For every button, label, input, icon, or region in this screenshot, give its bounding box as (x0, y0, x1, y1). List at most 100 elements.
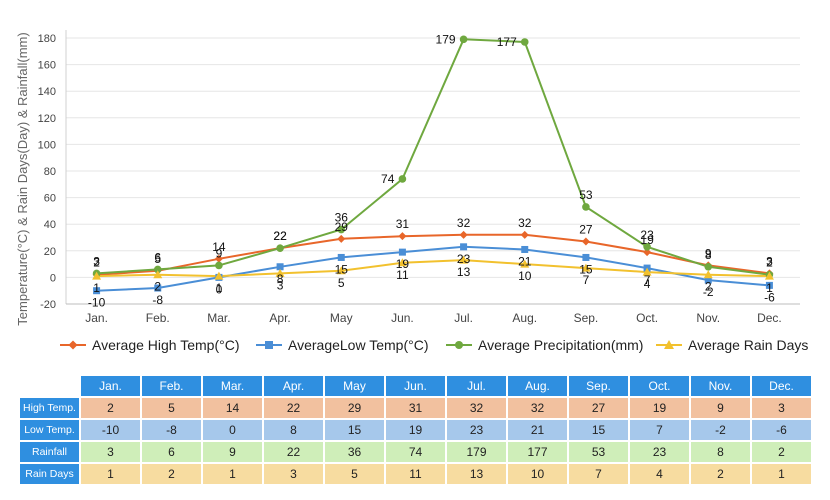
y-tick-label: 20 (44, 246, 56, 258)
chart-legend: Average High Temp(°C) AverageLow Temp(°C)… (0, 334, 830, 356)
data-point (582, 253, 590, 261)
data-label: 7 (583, 273, 590, 287)
table-header-cell: Apr. (264, 376, 323, 396)
table-cell: 8 (264, 420, 323, 440)
x-tick-label: Apr. (269, 311, 290, 325)
data-label: 29 (335, 220, 349, 234)
data-point (520, 38, 529, 46)
table-cell: 14 (203, 398, 262, 418)
x-tick-label: Jun. (391, 311, 414, 325)
data-point (93, 287, 101, 295)
table-cell: 1 (203, 464, 262, 484)
table-cell: 2 (691, 464, 750, 484)
table-row: Low Temp. -10 -8 0 8 15 19 23 21 15 7 -2 -6 (20, 420, 811, 440)
x-tick-label: Mar. (207, 311, 230, 325)
table-cell: 15 (569, 420, 628, 440)
data-label: 13 (457, 265, 471, 279)
data-label: 9 (216, 246, 223, 260)
data-point (582, 203, 590, 211)
legend-label: Average High Temp(°C) (92, 337, 240, 353)
table-cell: 10 (508, 464, 567, 484)
table-cell: 19 (386, 420, 445, 440)
y-tick-label: -20 (40, 299, 56, 311)
data-point (276, 244, 284, 252)
data-label: 21 (518, 254, 532, 268)
legend-label: Average Precipitation(mm) (478, 337, 644, 353)
data-label: 19 (396, 257, 410, 271)
table-cell: 23 (630, 442, 689, 462)
table-header-cell: May (325, 376, 384, 396)
data-label: -2 (703, 285, 714, 299)
table-cell: 15 (325, 420, 384, 440)
table-row-label: Rainfall (20, 442, 79, 462)
data-label: 9 (705, 246, 712, 260)
data-label: 11 (396, 268, 409, 282)
data-point (154, 284, 162, 292)
data-label: -10 (88, 296, 106, 310)
data-point (520, 259, 530, 268)
data-point (459, 230, 468, 239)
x-tick-label: Jul. (454, 311, 473, 325)
table-cell: 74 (386, 442, 445, 462)
data-point (153, 265, 162, 274)
table-cell: -6 (752, 420, 811, 440)
data-label: 53 (579, 188, 593, 202)
data-label: 31 (396, 217, 410, 231)
table-cell: -10 (81, 420, 140, 440)
table-cell: 2 (752, 442, 811, 462)
table-row: Rainfall 3 6 9 22 36 74 179 177 53 23 8 2 (20, 442, 811, 462)
data-label: 5 (338, 276, 345, 290)
y-tick-label: 120 (38, 113, 56, 125)
table-corner-cell (20, 376, 79, 396)
data-label: 15 (579, 262, 593, 276)
data-point (275, 268, 285, 277)
data-label: 19 (640, 233, 654, 247)
legend-item[interactable]: AverageLow Temp(°C) (256, 334, 428, 356)
data-label: 10 (518, 269, 532, 283)
x-tick-label: Dec. (757, 311, 782, 325)
data-point (643, 243, 651, 251)
table-header-cell: Jun. (386, 376, 445, 396)
table-cell: 2 (81, 398, 140, 418)
data-label: 2 (766, 256, 773, 270)
table-header-cell: Mar. (203, 376, 262, 396)
table-header-cell: Aug. (508, 376, 567, 396)
data-label: 3 (766, 254, 773, 268)
legend-marker-icon (256, 338, 282, 352)
table-cell: 9 (691, 398, 750, 418)
table-cell: 22 (264, 398, 323, 418)
table-cell: -2 (691, 420, 750, 440)
data-point (337, 234, 346, 243)
table-header-cell: Sep. (569, 376, 628, 396)
table-cell: 27 (569, 398, 628, 418)
data-point (214, 271, 224, 280)
data-point (704, 276, 712, 284)
table-header-cell: Nov. (691, 376, 750, 396)
legend-item[interactable]: Average Precipitation(mm) (446, 334, 643, 356)
data-point (215, 261, 223, 270)
data-point (703, 270, 713, 279)
data-label: 3 (277, 278, 284, 292)
data-point (460, 243, 468, 251)
data-point (459, 255, 469, 264)
data-point (337, 225, 346, 234)
data-point (520, 230, 529, 239)
data-point (398, 248, 406, 256)
data-point (153, 270, 163, 279)
table-cell: 7 (569, 464, 628, 484)
table-cell: 36 (325, 442, 384, 462)
series-line (96, 259, 770, 278)
legend-label: AverageLow Temp(°C) (288, 337, 429, 353)
data-label: 36 (335, 211, 349, 225)
legend-item[interactable]: Average Rain Days (656, 334, 808, 356)
data-label: 0 (216, 282, 223, 296)
table-cell: 2 (142, 464, 201, 484)
table-cell: 5 (142, 398, 201, 418)
data-point (521, 245, 529, 253)
x-tick-label: Nov. (696, 311, 720, 325)
legend-item[interactable]: Average High Temp(°C) (60, 334, 239, 356)
table-cell: 7 (630, 420, 689, 440)
x-tick-label: Jan. (85, 311, 108, 325)
data-label: 6 (154, 250, 161, 264)
